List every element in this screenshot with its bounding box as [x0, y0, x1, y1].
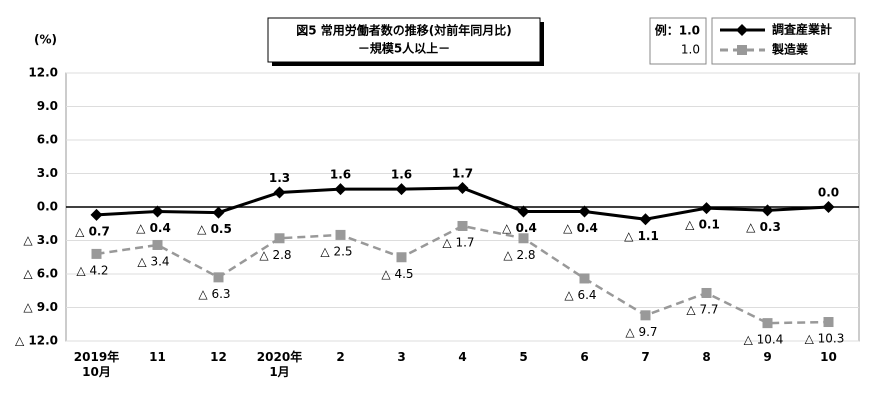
- x-tick-label: 9: [763, 350, 772, 364]
- x-tick-label: 4: [458, 350, 467, 364]
- x-tick-label: 12: [210, 350, 227, 364]
- legend-marker: [737, 45, 747, 55]
- legend-label: 製造業: [771, 42, 809, 57]
- marker: [457, 220, 468, 231]
- marker: [822, 201, 835, 213]
- value-label: △ 6.3: [198, 287, 230, 301]
- value-label: △ 9.7: [625, 325, 657, 339]
- legend-marker: [736, 24, 748, 36]
- y-unit: (%): [34, 33, 57, 47]
- marker: [396, 252, 407, 263]
- value-label: △ 4.5: [381, 267, 413, 281]
- marker: [701, 287, 712, 298]
- x-tick-label: 3: [397, 350, 406, 364]
- x-tick-label: 2020年 1月: [256, 350, 303, 379]
- marker: [90, 208, 103, 221]
- example-box: [649, 17, 707, 65]
- value-label: △ 2.8: [259, 248, 291, 262]
- value-label: △ 0.3: [746, 220, 781, 234]
- x-tick-label: 8: [702, 350, 711, 364]
- chart-subtitle: －規模5人以上－: [358, 41, 450, 56]
- value-label: △ 4.2: [76, 263, 108, 277]
- y-tick-label: △ 12.0: [15, 334, 58, 348]
- value-label: △ 6.4: [564, 288, 596, 302]
- value-label: 1.6: [391, 168, 412, 182]
- y-tick-label: 0.0: [37, 200, 58, 214]
- marker: [517, 205, 530, 218]
- value-label: △ 0.4: [502, 221, 537, 235]
- value-label: △ 2.8: [503, 248, 535, 262]
- x-tick-label: 10: [820, 350, 837, 364]
- marker: [456, 182, 469, 195]
- value-label: △ 0.1: [685, 218, 720, 232]
- marker: [640, 310, 651, 321]
- value-label: △ 1.7: [442, 235, 474, 249]
- marker: [700, 202, 713, 215]
- y-tick-label: △ 9.0: [23, 300, 58, 314]
- marker: [823, 317, 834, 328]
- value-label: △ 1.1: [624, 229, 659, 243]
- x-tick-label: 11: [149, 350, 166, 364]
- x-tick-label: 6: [580, 350, 589, 364]
- x-tick-label: 2019年 10月: [73, 350, 120, 379]
- value-label: △ 10.3: [805, 332, 845, 346]
- x-tick-label: 5: [519, 350, 528, 364]
- value-label: △ 0.4: [563, 221, 598, 235]
- y-tick-label: 9.0: [37, 99, 58, 113]
- value-label: 1.7: [452, 167, 473, 181]
- marker: [273, 186, 286, 199]
- legend-label: 調査産業計: [772, 22, 832, 37]
- y-tick-label: 6.0: [37, 133, 58, 147]
- marker: [639, 213, 652, 226]
- value-label: △ 0.7: [75, 224, 110, 238]
- value-label: 1.6: [330, 168, 351, 182]
- title-box: [267, 17, 541, 63]
- marker: [91, 248, 102, 259]
- x-tick-label: 2: [336, 350, 345, 364]
- marker: [762, 318, 773, 329]
- marker: [335, 229, 346, 240]
- y-tick-label: △ 6.0: [23, 267, 58, 281]
- legend-box: [711, 17, 856, 65]
- marker: [518, 233, 529, 244]
- value-label: △ 7.7: [686, 302, 718, 316]
- value-label: △ 2.5: [320, 244, 352, 258]
- example-plain: 1.0: [681, 43, 700, 57]
- y-tick-label: 3.0: [37, 166, 58, 180]
- value-label: △ 0.4: [136, 221, 171, 235]
- y-tick-label: 12.0: [28, 66, 58, 80]
- value-label: 0.0: [818, 186, 839, 200]
- value-label: △ 10.4: [744, 333, 784, 347]
- y-tick-label: △ 3.0: [23, 233, 58, 247]
- marker: [761, 204, 774, 217]
- marker: [152, 239, 163, 250]
- x-tick-label: 7: [641, 350, 650, 364]
- marker: [151, 205, 164, 218]
- marker: [212, 206, 225, 219]
- value-label: 1.3: [269, 171, 290, 185]
- marker: [334, 183, 347, 196]
- chart-title: 図5 常用労働者数の推移(対前年同月比): [296, 23, 512, 38]
- marker: [213, 272, 224, 283]
- marker: [274, 233, 285, 244]
- value-label: △ 3.4: [137, 254, 169, 268]
- example-bold: 例：1.0: [655, 23, 700, 38]
- marker: [579, 273, 590, 284]
- value-label: △ 0.5: [197, 222, 232, 236]
- marker: [395, 183, 408, 196]
- marker: [578, 205, 591, 218]
